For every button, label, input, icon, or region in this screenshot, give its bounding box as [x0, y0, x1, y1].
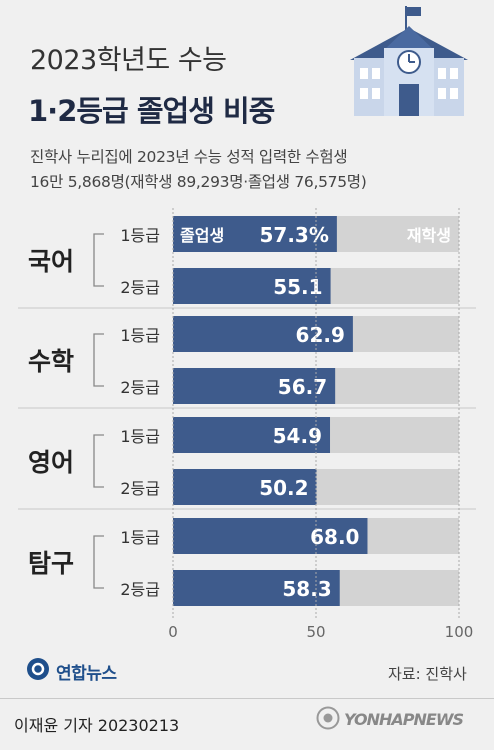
subject-label: 탐구 [28, 549, 74, 578]
data-label: 57.3% [259, 223, 328, 247]
bar-graduates [173, 469, 317, 505]
chart-title-line1: 2023학년도 수능 [30, 45, 227, 76]
data-label: 55.1 [273, 275, 322, 299]
watermark-icon [316, 706, 340, 730]
group-bracket [93, 233, 104, 287]
bar-graduates [173, 570, 340, 606]
data-label: 50.2 [259, 476, 308, 500]
watermark-text: YONHAPNEWS [344, 710, 464, 729]
logo-text: 연합뉴스 [56, 664, 117, 684]
x-tick-label: 100 [445, 623, 474, 641]
bar-graduates [173, 368, 336, 404]
grade-label: 1등급 [120, 427, 160, 446]
grade-label: 1등급 [120, 326, 160, 345]
grade-label: 1등급 [120, 226, 160, 245]
legend-graduates: 졸업생 [180, 226, 224, 245]
group-bracket [93, 535, 104, 589]
data-label: 62.9 [296, 323, 345, 347]
group-bracket [93, 333, 104, 387]
bar-graduates [173, 216, 337, 252]
group-bracket [93, 434, 104, 488]
chart-subtitle-line1: 진학사 누리집에 2023년 수능 성적 입력한 수험생 [30, 148, 348, 166]
subject-label: 영어 [28, 448, 74, 477]
footer-divider [0, 698, 494, 699]
source-note: 자료: 진학사 [388, 665, 467, 683]
chart-subtitle-line2: 16만 5,868명(재학생 89,293명·졸업생 76,575명) [30, 173, 367, 191]
grade-label: 2등급 [120, 580, 160, 599]
subject-label: 국어 [28, 247, 74, 276]
bar-graduates [173, 417, 331, 453]
bar-chart: 57.3%1등급55.12등급국어62.91등급56.72등급수학54.91등급… [18, 208, 476, 641]
yonhap-logo-icon [27, 658, 49, 680]
bar-graduates [173, 268, 331, 304]
grade-label: 2등급 [120, 479, 160, 498]
data-label: 68.0 [310, 525, 359, 549]
grade-label: 2등급 [120, 278, 160, 297]
bar-graduates [173, 518, 368, 554]
bar-graduates [173, 316, 353, 352]
data-label: 58.3 [282, 577, 331, 601]
x-tick-label: 50 [306, 623, 325, 641]
legend-current-students: 재학생 [407, 226, 451, 245]
x-tick-label: 0 [168, 623, 178, 641]
data-label: 56.7 [278, 375, 327, 399]
grade-label: 1등급 [120, 528, 160, 547]
grade-label: 2등급 [120, 378, 160, 397]
data-label: 54.9 [273, 424, 322, 448]
school-building-icon [350, 6, 468, 116]
chart-title-line2: 1·2등급 졸업생 비중 [28, 94, 275, 128]
reporter-date: 이재윤 기자 20230213 [14, 716, 180, 735]
subject-label: 수학 [28, 347, 74, 376]
